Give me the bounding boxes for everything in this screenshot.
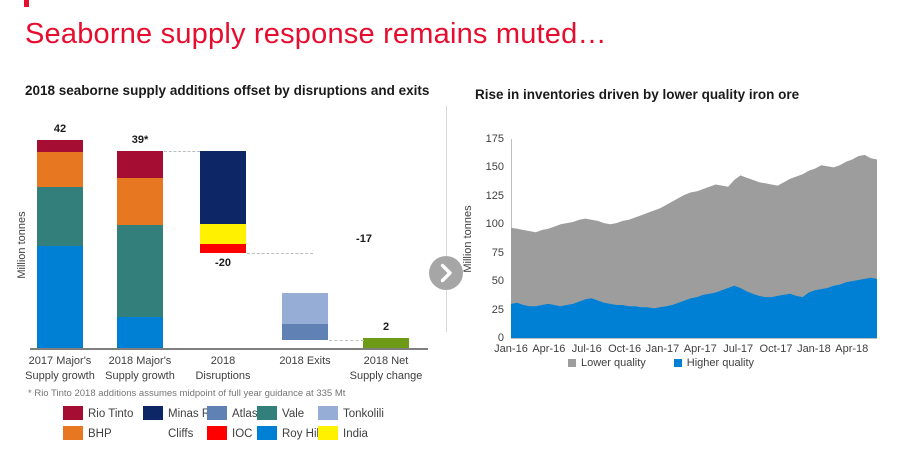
- y-tick-label: 25: [491, 303, 504, 316]
- chevron-right-icon: [429, 256, 463, 290]
- y-tick-label: 50: [491, 275, 504, 288]
- category-label: 2017 Major's Supply growth: [25, 355, 95, 382]
- category-label: 2018 Major's Supply growth: [105, 355, 175, 382]
- legend-label: Rio Tinto: [88, 408, 134, 420]
- left-chart-title: 2018 seaborne supply additions offset by…: [25, 83, 430, 98]
- y-tick-label: 150: [485, 161, 504, 174]
- legend-swatch-ioc: [207, 426, 227, 440]
- x-tick-label: Apr-17: [683, 343, 717, 355]
- legend-label: BHP: [88, 428, 112, 440]
- carousel-next-button[interactable]: [429, 256, 463, 290]
- legend-swatch-rio-tinto: [63, 406, 83, 420]
- bar-segment-minas-rio-cliffs: [200, 150, 246, 224]
- x-tick-label: Oct-16: [608, 343, 642, 355]
- legend-swatch-minas-rio-cliffs: [143, 406, 163, 420]
- waterfall-connector-line: [329, 340, 364, 341]
- legend-label: Atlas: [232, 408, 258, 420]
- legend-swatch-atlas: [207, 406, 227, 420]
- bar-segment-rio-tinto: [37, 139, 83, 152]
- bar-segment-roy-hill: [37, 245, 83, 348]
- bar-segment-bhp: [37, 151, 83, 187]
- x-tick-label: Jul-17: [723, 343, 754, 355]
- legend-label: IOC: [232, 428, 253, 440]
- y-tick-label: 75: [491, 246, 504, 259]
- panel-divider: [446, 106, 447, 332]
- y-tick-label: 0: [497, 332, 504, 344]
- bar-total-label: 42: [53, 122, 67, 135]
- category-label: 2018 Disruptions: [195, 355, 251, 382]
- bar-segment-vale: [37, 186, 83, 246]
- footnote: * Rio Tinto 2018 additions assumes midpo…: [28, 388, 346, 399]
- lower-quality-area: [511, 154, 877, 338]
- legend-swatch-higher-quality: [673, 359, 682, 367]
- x-tick-label: Apr-16: [532, 343, 566, 355]
- x-tick-label: Oct-17: [759, 343, 793, 355]
- bar-segment-net: [363, 338, 409, 348]
- category-label: 2018 Exits: [279, 355, 331, 367]
- legend-label: Roy Hill: [282, 428, 322, 440]
- legend-swatch-tonkolili: [318, 406, 338, 420]
- x-axis-line: [30, 348, 428, 350]
- bar-total-label: -17: [356, 233, 372, 245]
- bar-total-label: 39*: [131, 134, 149, 147]
- x-tick-label: Apr-18: [835, 343, 869, 355]
- x-tick-label: Jan-17: [645, 343, 680, 355]
- legend-label: India: [343, 428, 368, 440]
- slide-title: Seaborne supply response remains muted…: [25, 18, 607, 50]
- bar-segment-bhp: [117, 178, 163, 226]
- waterfall-connector-line: [164, 151, 200, 152]
- legend-label: Higher quality: [686, 357, 755, 369]
- bar-segment-atlas: [282, 323, 328, 340]
- legend-swatch-roy-hill: [257, 426, 277, 440]
- x-tick-label: Jan-16: [494, 343, 528, 355]
- legend-swatch-lower-quality: [567, 359, 576, 367]
- y-tick-label: 100: [485, 218, 504, 231]
- waterfall-connector-line: [247, 253, 313, 254]
- legend-label: Vale: [282, 408, 305, 420]
- legend-item-higher-quality: Higher quality: [673, 357, 755, 369]
- stacked-area-plot: [511, 154, 877, 338]
- right-chart-title: Rise in inventories driven by lower qual…: [475, 87, 800, 102]
- right-chart-legend: Lower quality Higher quality: [478, 357, 844, 369]
- legend-item-lower-quality: Lower quality: [567, 357, 646, 369]
- x-tick-label: Jul-16: [571, 343, 602, 355]
- bar-total-label: 2: [382, 321, 390, 334]
- legend-swatch-bhp: [63, 426, 83, 440]
- bar-segment-tonkolili: [282, 292, 328, 324]
- y-tick-label: 125: [485, 189, 504, 202]
- y-tick-label: 175: [485, 133, 504, 145]
- bar-segment-roy-hill: [117, 316, 163, 348]
- legend-label: Lower quality: [580, 357, 646, 369]
- bar-segment-rio-tinto: [117, 151, 163, 179]
- supply-waterfall-chart: 42 2017 Major's Supply growth 39* 2018 Majo…: [25, 122, 428, 382]
- bar-segment-vale: [117, 225, 163, 317]
- x-axis-line: [511, 338, 877, 339]
- legend-label: Tonkolili: [343, 408, 384, 420]
- x-tick-label: Jan-18: [797, 343, 831, 355]
- higher-quality-area: [511, 277, 877, 338]
- bar-total-label: -20: [215, 256, 231, 269]
- legend-swatch-india: [318, 426, 338, 440]
- bar-segment-india: [200, 223, 246, 244]
- bar-segment-ioc: [200, 243, 246, 253]
- slide-accent-mark: [24, 0, 29, 7]
- legend-swatch-vale: [257, 406, 277, 420]
- category-label: 2018 Net Supply change: [349, 355, 423, 382]
